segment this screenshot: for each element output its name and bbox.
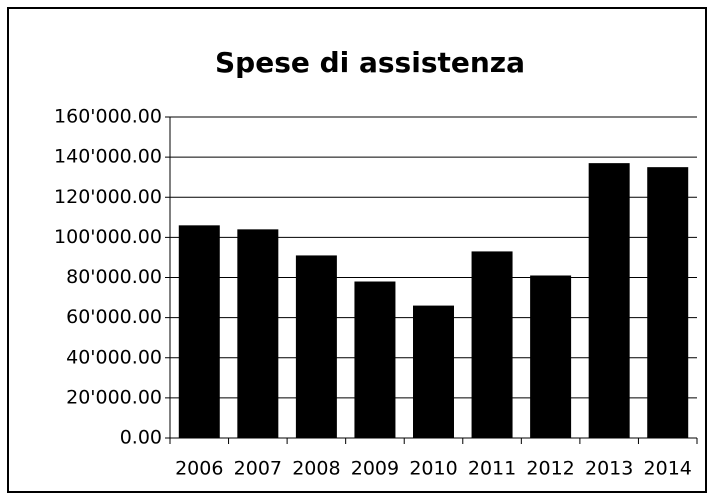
- y-tick-label: 20'000.00: [66, 386, 162, 408]
- bar: [295, 255, 337, 438]
- x-tick-label: 2007: [234, 458, 282, 480]
- bar: [178, 225, 220, 438]
- y-tick-label: 160'000.00: [54, 106, 162, 128]
- bar: [471, 251, 513, 438]
- x-tick-label: 2008: [292, 458, 340, 480]
- bar: [647, 167, 689, 438]
- x-tick-label: 2009: [351, 458, 399, 480]
- y-tick-label: 60'000.00: [66, 306, 162, 328]
- y-tick-label: 0.00: [120, 427, 162, 449]
- x-tick-label: 2013: [585, 458, 633, 480]
- x-tick-label: 2010: [409, 458, 457, 480]
- x-tick-label: 2006: [175, 458, 223, 480]
- bar: [413, 305, 454, 438]
- x-tick-label: 2014: [644, 458, 692, 480]
- y-tick-label: 80'000.00: [66, 266, 162, 288]
- x-tick-label: 2012: [526, 458, 574, 480]
- bar: [354, 281, 396, 438]
- y-tick-label: 40'000.00: [66, 346, 162, 368]
- y-tick-label: 120'000.00: [54, 186, 162, 208]
- bar: [588, 163, 630, 439]
- x-tick-label: 2011: [468, 458, 516, 480]
- bar: [530, 275, 572, 438]
- bar: [237, 229, 279, 438]
- chart-title: Spese di assistenza: [215, 46, 525, 79]
- y-tick-label: 140'000.00: [54, 146, 162, 168]
- y-tick-label: 100'000.00: [54, 226, 162, 248]
